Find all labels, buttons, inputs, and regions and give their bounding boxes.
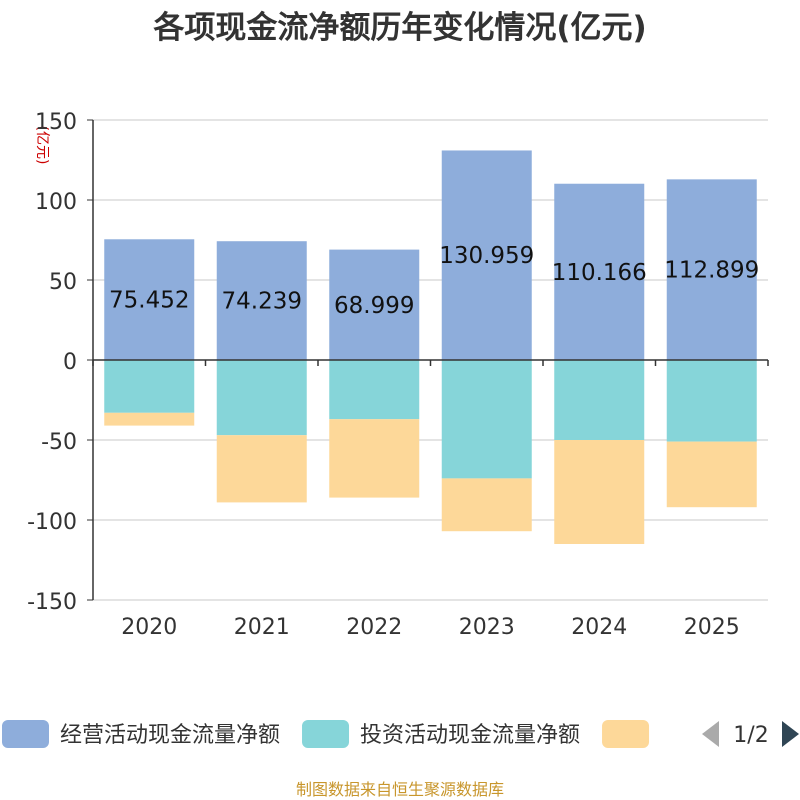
y-axis-label: (亿元): [34, 126, 50, 165]
bar-series1-2022: [329, 249, 420, 360]
legend-next-arrow-icon[interactable]: [782, 721, 799, 747]
data-label: 130.959: [439, 243, 534, 269]
bars: [104, 150, 757, 544]
x-tick-label: 2025: [684, 615, 740, 640]
bar-series1-2025: [666, 179, 757, 360]
y-tick-label: 150: [35, 110, 77, 135]
bar-series3-2023: [441, 478, 532, 532]
bar-series3-2022: [329, 419, 420, 498]
legend-page-indicator: 1/2: [733, 723, 768, 748]
bar-series2-2023: [441, 360, 532, 479]
y-tick-label: 50: [49, 270, 77, 295]
axes: 150 100 50 0 -50 -100 -150 2020 2021 2022 2023 2024…: [27, 110, 769, 640]
x-tick-label: 2024: [571, 615, 627, 640]
bar-series2-2025: [666, 360, 757, 442]
bar-series1-2021: [216, 241, 307, 360]
bar-series3-2020: [104, 412, 195, 426]
x-tick-label: 2021: [234, 615, 290, 640]
y-tick-label: -150: [27, 590, 77, 615]
bar-series2-2020: [104, 360, 195, 413]
bar-series1-2023: [441, 150, 532, 360]
x-tick-label: 2020: [121, 615, 177, 640]
data-labels: 75.452 74.239 68.999 130.959 110.166 112.899: [109, 243, 759, 319]
data-label: 68.999: [334, 293, 414, 319]
data-label: 110.166: [552, 260, 647, 286]
y-tick-label: 100: [35, 190, 77, 215]
data-label: 74.239: [222, 289, 302, 315]
source-note: 制图数据来自恒生聚源数据库: [296, 780, 504, 799]
legend-label-2[interactable]: 投资活动现金流量净额: [360, 723, 580, 748]
y-tick-label: -100: [27, 510, 77, 535]
y-tick-label: 0: [63, 350, 77, 375]
bar-series2-2021: [216, 360, 307, 436]
bar-series1-2020: [104, 239, 195, 360]
grid-lines: [93, 119, 768, 601]
legend: 经营活动现金流量净额 投资活动现金流量净额 1/2: [2, 720, 799, 748]
chart-title: 各项现金流净额历年变化情况(亿元): [152, 10, 646, 46]
x-tick-label: 2022: [346, 615, 402, 640]
x-tick-label: 2023: [459, 615, 515, 640]
legend-swatch-2[interactable]: [302, 720, 350, 748]
bar-series2-2022: [329, 360, 420, 420]
bar-series2-2024: [554, 360, 645, 440]
data-label: 75.452: [109, 288, 189, 314]
legend-prev-arrow-icon[interactable]: [702, 721, 719, 747]
bar-series3-2024: [554, 440, 645, 544]
legend-label-1[interactable]: 经营活动现金流量净额: [60, 723, 280, 748]
legend-swatch-3[interactable]: [602, 720, 650, 748]
y-tick-label: -50: [41, 430, 77, 455]
bar-series3-2025: [666, 441, 757, 508]
bar-series3-2021: [216, 435, 307, 503]
legend-swatch-1[interactable]: [2, 720, 49, 748]
data-label: 112.899: [664, 258, 759, 284]
bar-series1-2024: [554, 183, 645, 360]
